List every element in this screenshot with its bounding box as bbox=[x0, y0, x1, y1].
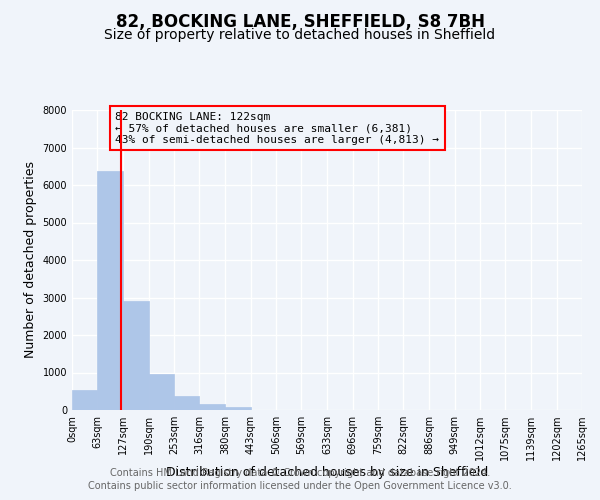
Text: Size of property relative to detached houses in Sheffield: Size of property relative to detached ho… bbox=[104, 28, 496, 42]
Bar bbox=[225, 407, 251, 410]
Bar bbox=[72, 390, 97, 410]
Y-axis label: Number of detached properties: Number of detached properties bbox=[24, 162, 37, 358]
Bar bbox=[199, 404, 225, 410]
Bar bbox=[97, 171, 123, 410]
Text: 82, BOCKING LANE, SHEFFIELD, S8 7BH: 82, BOCKING LANE, SHEFFIELD, S8 7BH bbox=[115, 12, 485, 30]
Text: 82 BOCKING LANE: 122sqm
← 57% of detached houses are smaller (6,381)
43% of semi: 82 BOCKING LANE: 122sqm ← 57% of detache… bbox=[115, 112, 439, 144]
Text: Contains HM Land Registry data © Crown copyright and database right 2024.: Contains HM Land Registry data © Crown c… bbox=[110, 468, 490, 477]
X-axis label: Distribution of detached houses by size in Sheffield: Distribution of detached houses by size … bbox=[166, 466, 488, 479]
Text: Contains public sector information licensed under the Open Government Licence v3: Contains public sector information licen… bbox=[88, 481, 512, 491]
Bar bbox=[149, 374, 174, 410]
Bar bbox=[123, 300, 149, 410]
Bar bbox=[174, 396, 199, 410]
